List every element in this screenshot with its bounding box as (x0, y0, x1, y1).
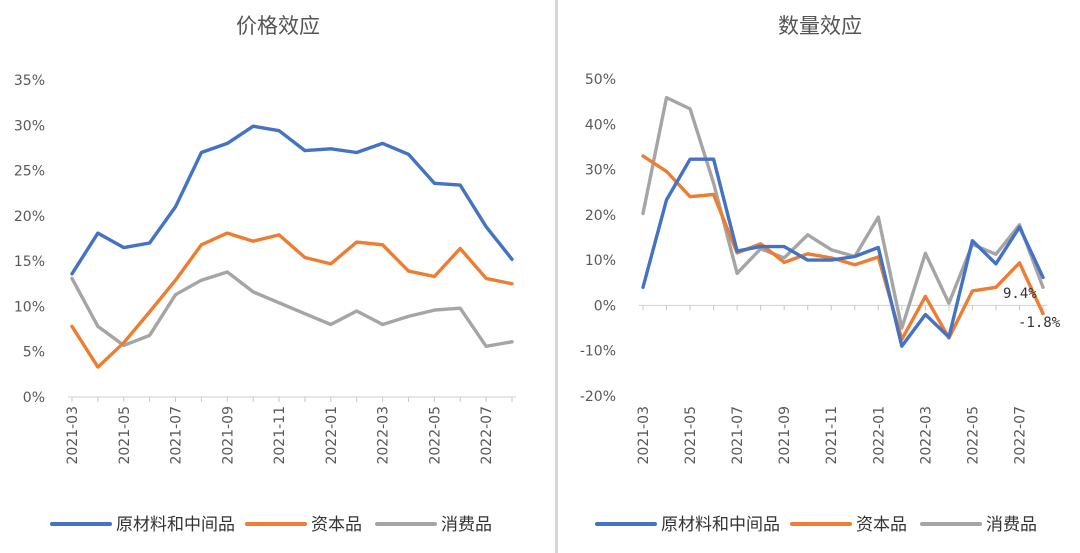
price-y-tick-label: 5% (23, 345, 45, 361)
quantity-x-tick-label: 2021-07 (730, 406, 746, 465)
price-series-line-1 (70, 231, 514, 369)
quantity-x-tick-label: 2022-07 (1012, 406, 1028, 465)
quantity-legend-label-2: 消费品 (986, 515, 1037, 535)
price-x-tick-label: 2022-07 (479, 406, 495, 465)
quantity-chart: 数量效应 50% 40% 30% 20% 10% 0% -10% -20% 2021-03 2021… (580, 14, 1061, 535)
quantity-legend-label-0: 原材料和中间品 (661, 515, 780, 535)
quantity-legend-label-1: 资本品 (856, 515, 907, 535)
price-legend-label-1: 资本品 (311, 515, 362, 535)
quantity-annotation-capital-last: -1.8% (1018, 315, 1061, 331)
quantity-series-line-1 (641, 154, 1045, 342)
price-y-tick-label: 20% (14, 209, 45, 225)
price-y-tick-label: 15% (14, 254, 45, 270)
quantity-x-tick-label: 2022-03 (918, 406, 934, 465)
price-chart: 价格效应 35% 30% 25% 20% 15% 10% 5% 0% 2021-03 2021-05… (14, 14, 516, 535)
price-x-tick-label: 2022-01 (324, 406, 340, 465)
quantity-y-tick-label: 10% (585, 253, 616, 269)
quantity-x-tick-label: 2022-01 (871, 406, 887, 465)
quantity-series-line-0 (641, 157, 1045, 348)
price-legend-label-0: 原材料和中间品 (116, 515, 235, 535)
price-chart-title: 价格效应 (236, 14, 320, 38)
price-x-tick-label: 2021-11 (272, 406, 288, 465)
quantity-y-tick-label: 40% (585, 117, 616, 133)
quantity-y-tick-label: 50% (585, 72, 616, 88)
quantity-y-tick-label: -20% (580, 389, 616, 405)
quantity-y-tick-label: 30% (585, 163, 616, 179)
price-x-tick-label: 2021-03 (65, 406, 81, 465)
price-y-tick-label: 0% (23, 390, 45, 406)
price-series-line-0 (70, 124, 514, 276)
quantity-x-tick-label: 2021-11 (824, 406, 840, 465)
quantity-series-line-2 (641, 95, 1045, 330)
quantity-x-tick-label: 2021-09 (777, 406, 793, 465)
quantity-y-tick-label: 20% (585, 208, 616, 224)
price-series-line-2 (70, 270, 514, 348)
price-y-tick-label: 35% (14, 73, 45, 89)
quantity-chart-title: 数量效应 (778, 14, 862, 38)
quantity-x-tick-label: 2021-03 (636, 406, 652, 465)
price-legend-label-2: 消费品 (441, 515, 492, 535)
quantity-y-tick-label: -10% (580, 344, 616, 360)
price-x-tick-label: 2021-05 (117, 406, 133, 465)
panel-divider (555, 0, 558, 553)
price-x-tick-label: 2021-07 (169, 406, 185, 465)
price-y-tick-label: 10% (14, 299, 45, 315)
quantity-annotation-capital-aug: 9.4% (1003, 286, 1037, 302)
quantity-x-tick-label: 2022-05 (965, 406, 981, 465)
quantity-y-tick-label: 0% (594, 298, 616, 314)
price-y-tick-label: 30% (14, 118, 45, 134)
price-x-tick-label: 2022-03 (376, 406, 392, 465)
price-y-tick-label: 25% (14, 164, 45, 180)
price-x-tick-label: 2022-05 (427, 406, 443, 465)
price-x-tick-label: 2021-09 (220, 406, 236, 465)
quantity-x-tick-label: 2021-05 (683, 406, 699, 465)
